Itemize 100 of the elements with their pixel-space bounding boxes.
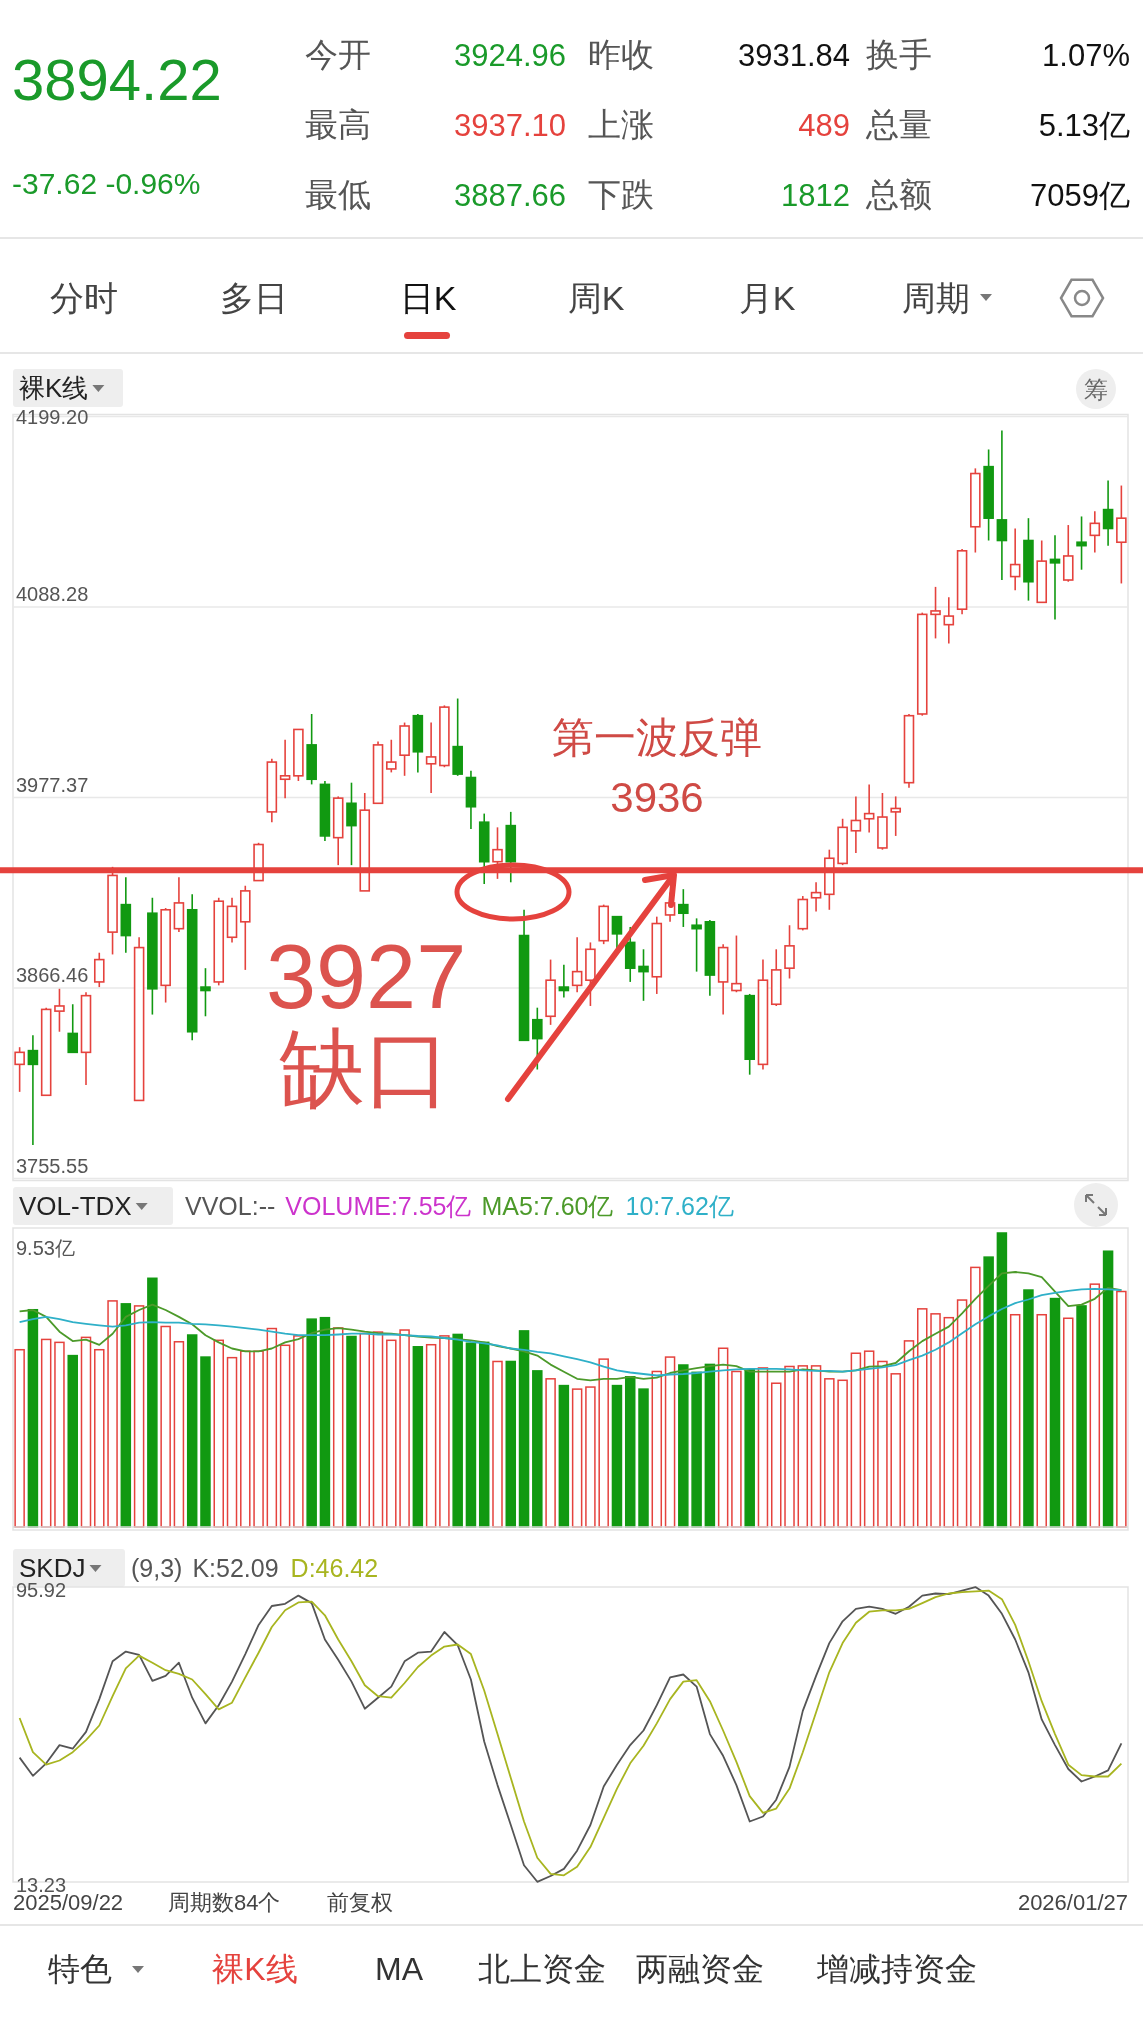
text: 增减持资金 <box>816 1951 977 1987</box>
text: 两融资金 <box>636 1951 764 1987</box>
bar <box>1023 1289 1034 1528</box>
bar <box>877 1360 888 1528</box>
bar <box>107 1300 118 1528</box>
chart-subtitle: (9,3) <box>131 1554 183 1582</box>
text: 2026/01/27 <box>1017 1890 1128 1915</box>
text: -37.62 -0.96% <box>12 167 201 200</box>
bar <box>120 1303 132 1528</box>
bar <box>930 1313 941 1528</box>
bar <box>624 1376 636 1528</box>
bar <box>465 1342 477 1528</box>
text: 多日 <box>220 279 288 317</box>
text: 1812 <box>781 178 850 213</box>
bar <box>797 1365 809 1528</box>
bar <box>1009 1313 1021 1528</box>
annotation: 9.53亿 <box>16 1237 75 1259</box>
text: 昨收 <box>588 36 654 73</box>
text: 前复权 <box>327 1890 393 1915</box>
text: 1.07% <box>1042 38 1130 73</box>
bar <box>1089 1283 1101 1528</box>
bar <box>1063 1317 1074 1528</box>
bar <box>545 1378 556 1528</box>
text: 裸K线 <box>212 1951 298 1987</box>
bar <box>293 1335 304 1528</box>
bar <box>266 1327 278 1528</box>
bar <box>147 1277 158 1528</box>
text: 周K <box>567 279 625 317</box>
bar <box>67 1354 78 1528</box>
bar <box>478 1341 490 1528</box>
bar <box>240 1350 251 1528</box>
bar <box>279 1344 291 1528</box>
bar <box>863 1350 875 1528</box>
bar <box>173 1341 185 1528</box>
text: 下跌 <box>588 176 654 213</box>
bar <box>14 1348 25 1528</box>
bar <box>744 1368 755 1528</box>
bar <box>970 1266 981 1528</box>
bar <box>1036 1313 1047 1528</box>
bar <box>253 1350 264 1528</box>
y-tick-label: 3866.46 <box>16 964 89 986</box>
text: MA5:7.60亿 <box>481 1192 614 1220</box>
bar <box>372 1331 384 1528</box>
bar <box>943 1316 955 1528</box>
bar <box>332 1327 344 1528</box>
text: MA <box>375 1951 424 1987</box>
bar <box>452 1333 463 1528</box>
bar <box>996 1232 1008 1528</box>
bar <box>1102 1250 1114 1528</box>
text: 特色 <box>48 1951 112 1987</box>
bar <box>983 1256 994 1528</box>
text: 北上资金 <box>478 1951 606 1987</box>
text: 最低 <box>305 176 371 213</box>
bar <box>784 1365 795 1528</box>
text: VVOL:-- <box>185 1192 276 1220</box>
y-tick-label: 3755.55 <box>16 1154 89 1177</box>
bar <box>691 1371 702 1528</box>
series-label: K:52.09 <box>192 1554 279 1582</box>
bar <box>890 1373 901 1528</box>
text: 周期数84个 <box>168 1890 281 1915</box>
bar <box>186 1334 198 1528</box>
bar <box>160 1325 171 1528</box>
bar <box>412 1346 424 1528</box>
bar <box>27 1308 39 1528</box>
bar <box>770 1382 782 1528</box>
text: 周期 <box>902 279 970 317</box>
bar <box>598 1358 609 1528</box>
bar <box>306 1318 317 1528</box>
bar <box>731 1370 742 1528</box>
chart-title: VOL-TDX <box>19 1191 132 1221</box>
chart-title: 裸K线 <box>19 373 89 403</box>
text: 换手 <box>866 36 932 73</box>
bar <box>651 1370 663 1528</box>
bar <box>359 1332 371 1528</box>
bar <box>532 1370 543 1528</box>
bar <box>638 1388 649 1528</box>
text: 今开 <box>305 36 371 73</box>
text: 3937.10 <box>453 108 566 143</box>
annotation: 3936 <box>610 774 704 821</box>
bar <box>1116 1290 1127 1528</box>
text: 3894.22 <box>12 47 222 112</box>
bar <box>319 1316 331 1528</box>
text: 分时 <box>50 279 118 317</box>
bar <box>810 1365 822 1528</box>
bar <box>585 1386 596 1528</box>
bar <box>226 1356 238 1528</box>
bar <box>40 1338 52 1528</box>
bar <box>956 1299 968 1528</box>
text: 月K <box>738 279 796 317</box>
y-tick-label: 4088.28 <box>16 583 89 606</box>
text: 3887.66 <box>453 178 566 213</box>
text: 5.13亿 <box>1038 108 1130 143</box>
text: 7059亿 <box>1030 178 1130 213</box>
bar <box>917 1308 928 1528</box>
text: 3931.84 <box>737 38 850 73</box>
bar <box>346 1335 357 1528</box>
bar <box>213 1339 224 1528</box>
bar <box>1076 1305 1087 1528</box>
bar <box>678 1364 689 1528</box>
bar <box>80 1336 92 1528</box>
